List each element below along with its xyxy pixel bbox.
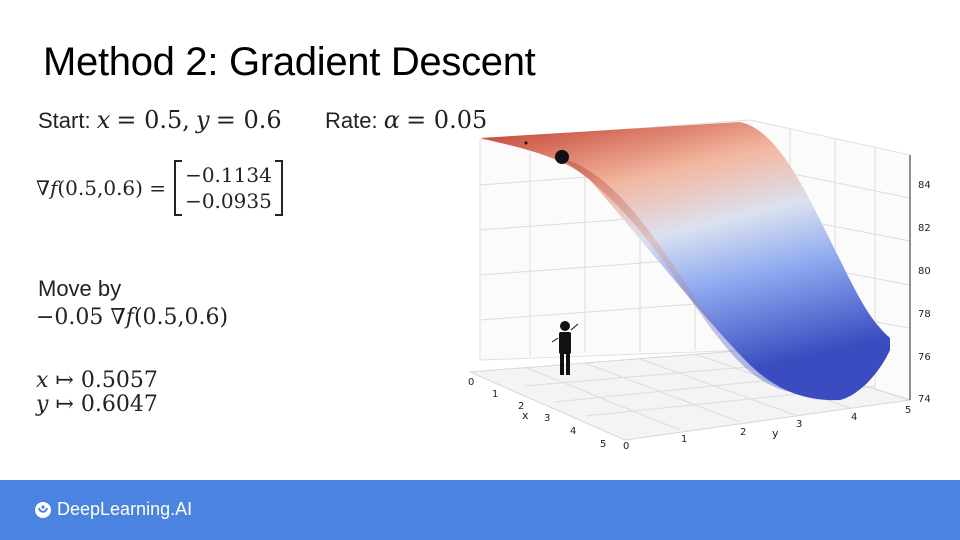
rate-line: Rate: α = 0.05: [325, 106, 487, 134]
x-tick: 0: [468, 377, 474, 388]
y-tick: 4: [851, 412, 857, 423]
x-axis-label: x: [522, 409, 529, 422]
left-bracket: [174, 160, 183, 216]
z-tick: 78: [918, 309, 931, 320]
start-y-value: = 0.6: [215, 106, 282, 134]
z-tick: 76: [918, 352, 931, 363]
x-tick: 2: [518, 401, 524, 412]
surface-plot: 84 82 80 78 76 74 0 1 2 x 3 4 5 0 1 2 y …: [468, 119, 931, 452]
z-axis: 84 82 80 78 76 74: [909, 155, 931, 405]
gradient-vector: −0.1134 −0.0935: [174, 160, 283, 216]
rate-label: Rate:: [325, 108, 378, 133]
y-axis: 0 1 2 y 3 4 5: [623, 405, 911, 452]
start-line: Start: x = 0.5, y = 0.6: [38, 106, 282, 134]
y-tick: 2: [740, 427, 746, 438]
z-tick: 74: [918, 394, 931, 405]
y-tick: 3: [796, 419, 802, 430]
start-x-value: = 0.5,: [116, 106, 190, 134]
move-expression: −0.05 ∇f(0.5,0.6): [36, 305, 229, 330]
slide-title: Method 2: Gradient Descent: [43, 40, 536, 84]
gradient-component-1: −0.1134: [185, 163, 272, 187]
loss-surface: [480, 122, 890, 401]
x-tick: 1: [492, 389, 498, 400]
x-axis: 0 1 2 x 3 4 5: [468, 377, 606, 450]
x-tick: 3: [544, 413, 550, 424]
x-update: x ↦ 0.5057: [36, 368, 158, 393]
person-icon: [551, 321, 579, 375]
deeplearning-logo-icon: [35, 501, 51, 518]
gradient-lhs: ∇f(0.5,0.6) =: [36, 176, 167, 200]
start-x-var: x: [96, 106, 111, 134]
gradient-equation: ∇f(0.5,0.6) = −0.1134 −0.0935: [36, 160, 283, 216]
brand-name: DeepLearning.AI: [57, 499, 193, 519]
z-tick: 84: [918, 180, 931, 191]
x-tick: 4: [570, 426, 576, 437]
z-tick: 80: [918, 266, 931, 277]
z-tick: 82: [918, 223, 931, 234]
start-label: Start:: [38, 108, 91, 133]
y-axis-label: y: [772, 427, 779, 440]
current-point-marker: [555, 150, 569, 164]
y-update: y ↦ 0.6047: [36, 392, 158, 417]
brand-logo: DeepLearning.AI: [34, 499, 192, 520]
y-tick: 1: [681, 434, 687, 445]
rate-alpha: α: [383, 106, 400, 134]
start-point-marker: [524, 141, 528, 145]
y-tick: 5: [905, 405, 911, 416]
footer-bar: [0, 480, 960, 540]
move-label: Move by: [38, 276, 122, 301]
x-tick: 5: [600, 439, 606, 450]
right-bracket: [274, 160, 283, 216]
rate-value: = 0.05: [406, 106, 488, 134]
y-tick: 0: [623, 441, 629, 452]
start-y-var: y: [196, 106, 210, 134]
gradient-component-2: −0.0935: [185, 189, 272, 213]
